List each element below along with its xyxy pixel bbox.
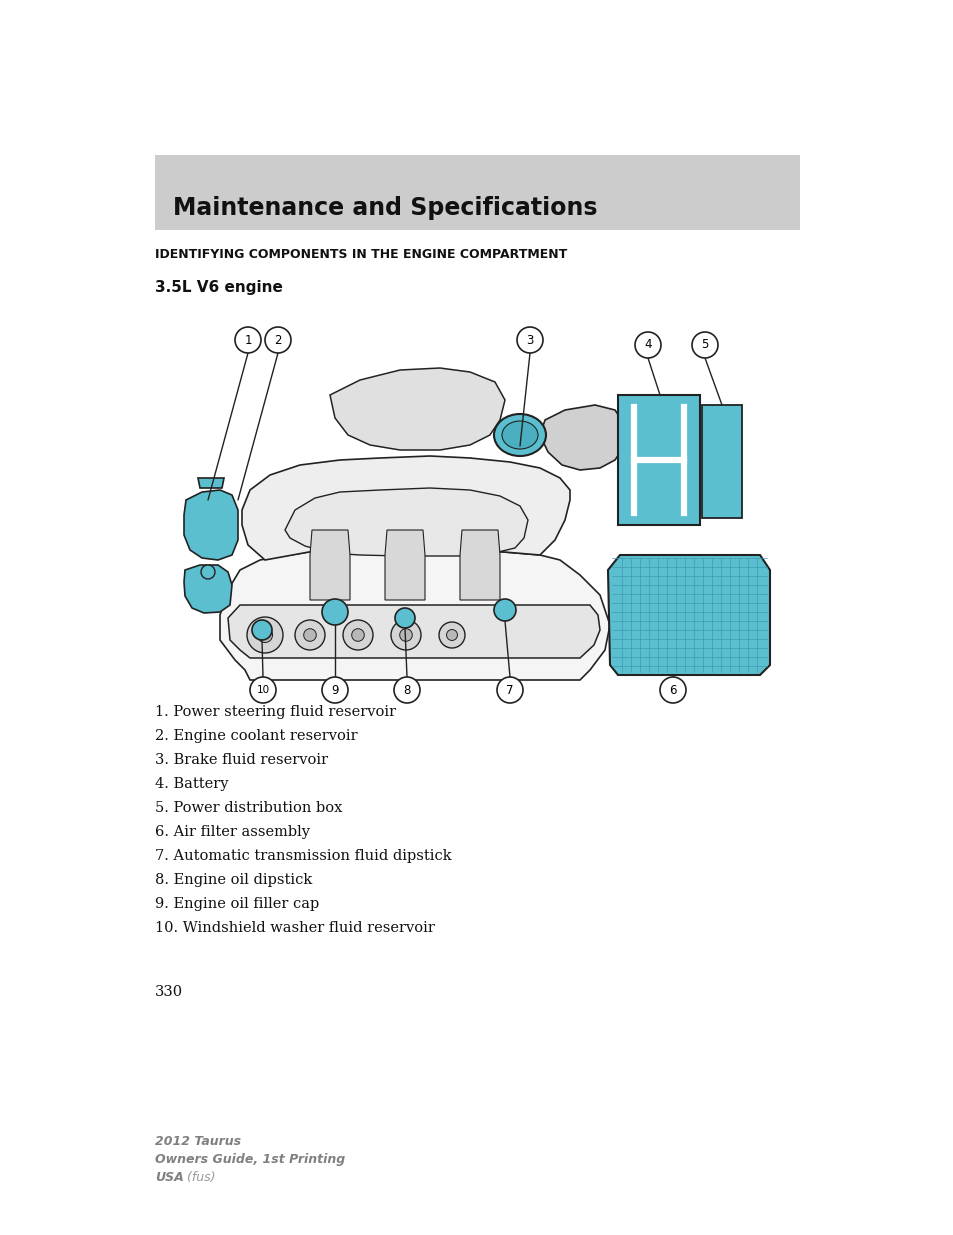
Text: 3.5L V6 engine: 3.5L V6 engine bbox=[154, 280, 283, 295]
Circle shape bbox=[247, 618, 283, 653]
Circle shape bbox=[265, 327, 291, 353]
Text: 7. Automatic transmission fluid dipstick: 7. Automatic transmission fluid dipstick bbox=[154, 848, 451, 863]
Text: 9. Engine oil filler cap: 9. Engine oil filler cap bbox=[154, 897, 319, 911]
Text: 5. Power distribution box: 5. Power distribution box bbox=[154, 802, 342, 815]
Text: 6. Air filter assembly: 6. Air filter assembly bbox=[154, 825, 310, 839]
Circle shape bbox=[438, 622, 464, 648]
FancyBboxPatch shape bbox=[618, 395, 700, 525]
Circle shape bbox=[394, 677, 419, 703]
Text: 1. Power steering fluid reservoir: 1. Power steering fluid reservoir bbox=[154, 705, 395, 719]
Ellipse shape bbox=[501, 421, 537, 450]
Circle shape bbox=[497, 677, 522, 703]
Text: 8: 8 bbox=[403, 683, 410, 697]
Polygon shape bbox=[539, 405, 624, 471]
Circle shape bbox=[322, 599, 348, 625]
Circle shape bbox=[635, 332, 660, 358]
Polygon shape bbox=[242, 456, 569, 559]
Circle shape bbox=[201, 564, 214, 579]
Text: 3: 3 bbox=[526, 333, 533, 347]
Polygon shape bbox=[285, 488, 527, 556]
Text: 4. Battery: 4. Battery bbox=[154, 777, 229, 790]
Circle shape bbox=[343, 620, 373, 650]
Circle shape bbox=[494, 599, 516, 621]
Polygon shape bbox=[184, 564, 232, 613]
Text: 2012 Taurus: 2012 Taurus bbox=[154, 1135, 241, 1149]
Circle shape bbox=[303, 629, 316, 641]
Circle shape bbox=[257, 627, 273, 642]
Polygon shape bbox=[459, 530, 499, 600]
Circle shape bbox=[395, 608, 415, 629]
Text: 6: 6 bbox=[669, 683, 676, 697]
Text: Maintenance and Specifications: Maintenance and Specifications bbox=[172, 196, 597, 220]
Text: 3. Brake fluid reservoir: 3. Brake fluid reservoir bbox=[154, 753, 328, 767]
Polygon shape bbox=[184, 490, 237, 559]
Circle shape bbox=[352, 629, 364, 641]
Text: (fus): (fus) bbox=[183, 1171, 215, 1184]
Text: 10. Windshield washer fluid reservoir: 10. Windshield washer fluid reservoir bbox=[154, 921, 435, 935]
Text: IDENTIFYING COMPONENTS IN THE ENGINE COMPARTMENT: IDENTIFYING COMPONENTS IN THE ENGINE COM… bbox=[154, 248, 567, 261]
Polygon shape bbox=[220, 548, 609, 680]
Text: 5: 5 bbox=[700, 338, 708, 352]
Text: 10: 10 bbox=[256, 685, 270, 695]
Text: 8. Engine oil dipstick: 8. Engine oil dipstick bbox=[154, 873, 312, 887]
Polygon shape bbox=[330, 368, 504, 450]
Circle shape bbox=[446, 630, 457, 641]
Polygon shape bbox=[198, 478, 224, 488]
Circle shape bbox=[252, 620, 272, 640]
Circle shape bbox=[399, 629, 412, 641]
Text: 9: 9 bbox=[331, 683, 338, 697]
Circle shape bbox=[294, 620, 325, 650]
Circle shape bbox=[691, 332, 718, 358]
Polygon shape bbox=[385, 530, 424, 600]
Text: 2. Engine coolant reservoir: 2. Engine coolant reservoir bbox=[154, 729, 357, 743]
Ellipse shape bbox=[494, 414, 545, 456]
Text: 4: 4 bbox=[643, 338, 651, 352]
Circle shape bbox=[659, 677, 685, 703]
Polygon shape bbox=[607, 555, 769, 676]
FancyBboxPatch shape bbox=[701, 405, 741, 517]
Polygon shape bbox=[228, 605, 599, 658]
Circle shape bbox=[322, 677, 348, 703]
Circle shape bbox=[517, 327, 542, 353]
Circle shape bbox=[234, 327, 261, 353]
Circle shape bbox=[250, 677, 275, 703]
Text: 7: 7 bbox=[506, 683, 514, 697]
Text: Owners Guide, 1st Printing: Owners Guide, 1st Printing bbox=[154, 1153, 345, 1166]
Bar bbox=[154, 156, 800, 230]
Circle shape bbox=[391, 620, 420, 650]
Polygon shape bbox=[310, 530, 350, 600]
Text: 1: 1 bbox=[244, 333, 252, 347]
Text: 330: 330 bbox=[154, 986, 183, 999]
Text: USA: USA bbox=[154, 1171, 184, 1184]
Text: 2: 2 bbox=[274, 333, 281, 347]
